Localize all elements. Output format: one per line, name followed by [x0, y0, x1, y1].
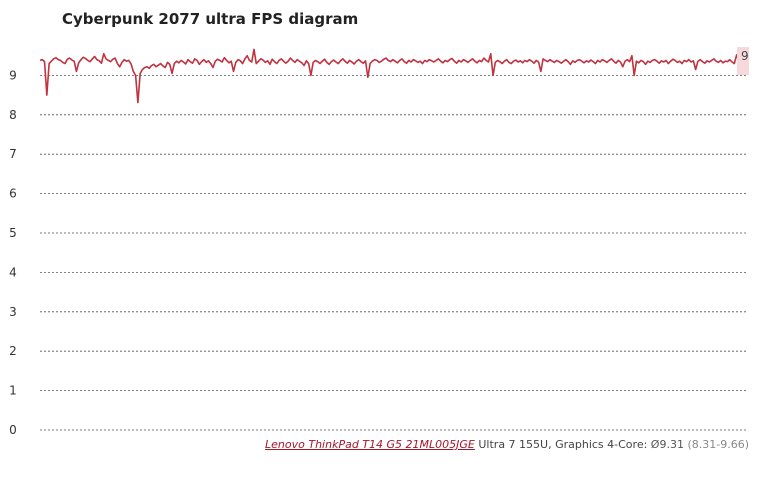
average-value: Ø9.31 — [650, 438, 684, 451]
end-label-background — [737, 47, 749, 75]
y-tick-label: 5 — [9, 226, 17, 240]
y-tick-label: 2 — [9, 344, 17, 358]
chart-title: Cyberpunk 2077 ultra FPS diagram — [62, 10, 359, 28]
end-value-label: 9 — [737, 47, 749, 75]
chart-footer-legend: Lenovo ThinkPad T14 G5 21ML005JGE Ultra … — [265, 438, 749, 451]
y-tick-label: 1 — [9, 384, 17, 398]
y-tick-label: 4 — [9, 265, 17, 279]
y-tick-label: 8 — [9, 108, 17, 122]
y-tick-label: 6 — [9, 187, 17, 201]
y-tick-label: 3 — [9, 305, 17, 319]
device-link[interactable]: Lenovo ThinkPad T14 G5 21ML005JGE — [265, 438, 475, 451]
min-max-range: (8.31-9.66) — [683, 438, 749, 451]
fps-series-line — [39, 48, 749, 104]
y-tick-label: 7 — [9, 147, 17, 161]
y-tick-label: 9 — [9, 68, 17, 82]
device-spec: Ultra 7 155U, Graphics 4-Core: — [474, 438, 651, 451]
end-label-text: 9 — [741, 49, 749, 63]
gridlines — [40, 75, 748, 431]
y-axis-tick-labels: 0 1 2 3 4 5 6 7 8 9 — [9, 68, 17, 437]
y-tick-label: 0 — [9, 423, 17, 437]
series-layer — [39, 48, 749, 104]
